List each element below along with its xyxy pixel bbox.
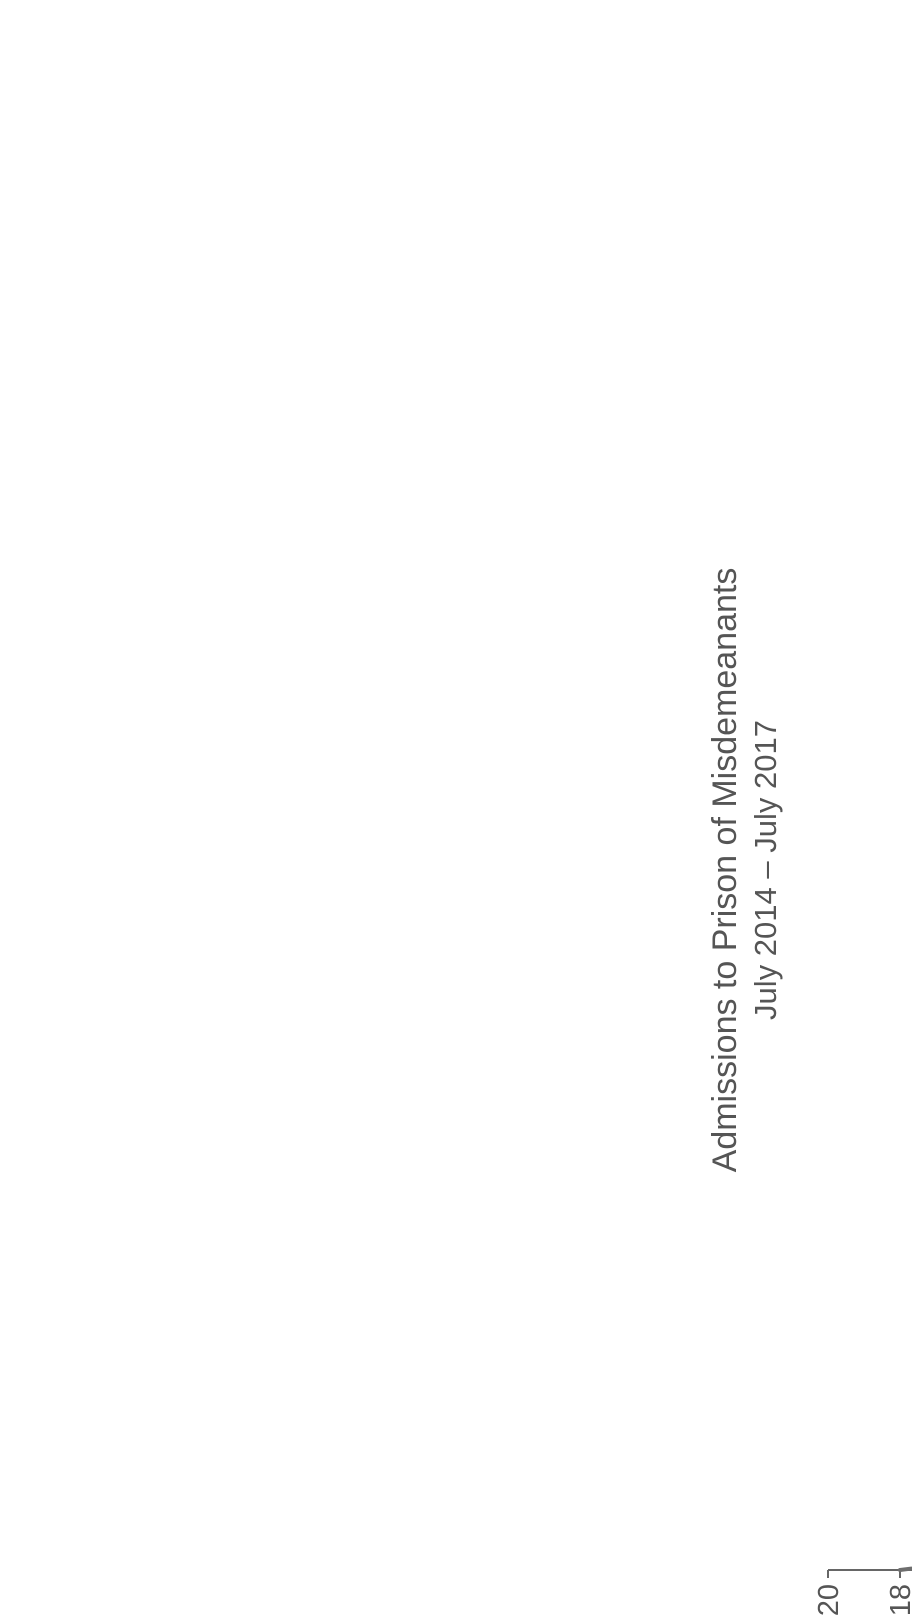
admissions-series-line — [899, 120, 912, 1572]
data-points — [898, 1568, 902, 1572]
chart-title: Admissions to Prison of Misdemeanants — [706, 568, 744, 1173]
data-point — [898, 1568, 902, 1572]
y-axis-ticks: 02468101214161820 — [813, 1570, 912, 1616]
rotated-chart-group: 02468101214161820 Jul 14Oct 14Jan 15Apr … — [706, 120, 912, 1616]
chart-subtitle: July 2014 – July 2017 — [748, 720, 783, 1020]
y-tick-label: 20 — [813, 1584, 845, 1616]
y-tick-label: 18 — [885, 1584, 912, 1616]
